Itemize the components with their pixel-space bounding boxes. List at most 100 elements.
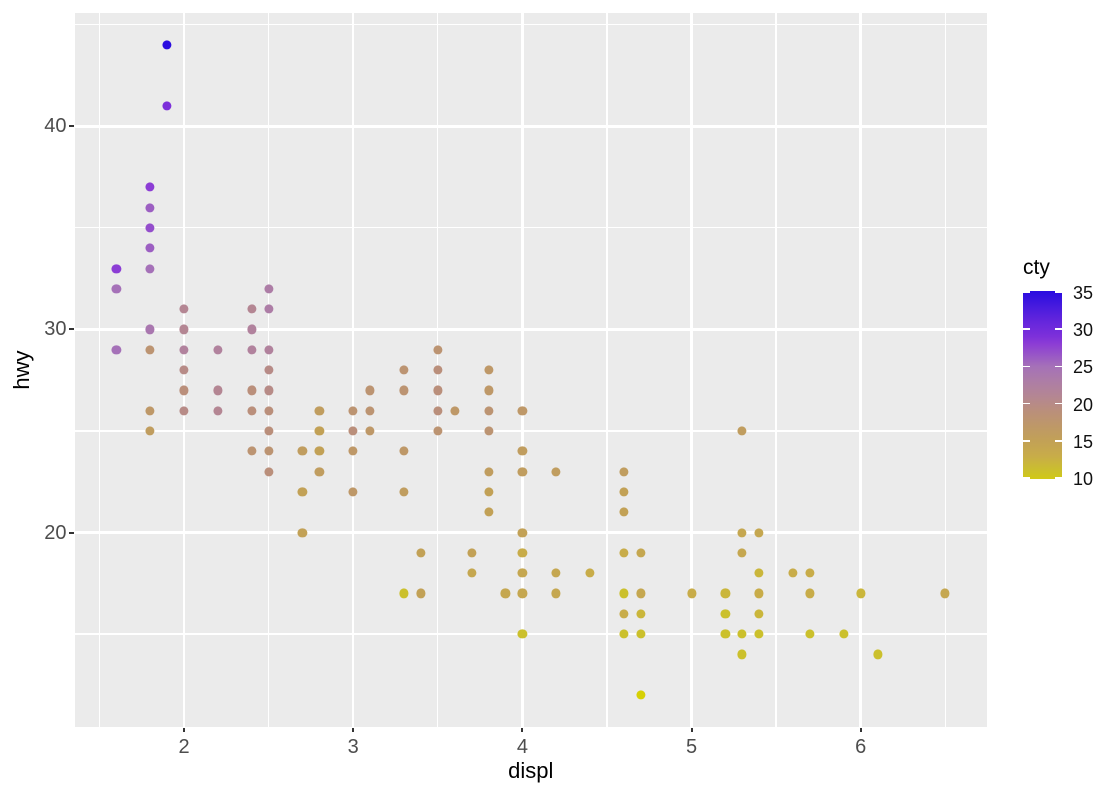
y-minor-gridline [74, 633, 987, 635]
legend-title: cty [1023, 256, 1050, 279]
data-point [720, 629, 730, 639]
data-point [348, 426, 358, 436]
data-point [720, 588, 730, 599]
data-point [619, 507, 629, 517]
y-tick-mark [69, 531, 74, 534]
data-point [264, 365, 274, 375]
data-point [145, 182, 155, 192]
data-point [517, 446, 527, 456]
data-point [145, 345, 155, 355]
legend-tick-label: 10 [1073, 469, 1094, 490]
data-point [247, 385, 257, 395]
data-point [179, 385, 189, 395]
data-point [940, 588, 950, 599]
data-point [314, 467, 324, 477]
data-point [348, 406, 358, 416]
data-point [433, 406, 443, 416]
data-point [348, 446, 358, 456]
x-tick-mark [352, 727, 355, 732]
data-point [737, 426, 747, 436]
data-point [483, 365, 494, 375]
x-tick-label: 5 [685, 735, 698, 758]
data-point [517, 548, 527, 558]
data-point [179, 345, 189, 355]
data-point [483, 487, 494, 497]
y-minor-gridline [74, 430, 987, 432]
x-tick-mark [690, 727, 693, 732]
data-point [247, 345, 257, 355]
data-point [365, 385, 375, 395]
data-point [754, 609, 764, 619]
data-point [145, 406, 155, 416]
data-point [619, 588, 629, 599]
x-tick-mark [859, 727, 862, 732]
y-major-gridline [74, 328, 987, 331]
data-point [483, 507, 494, 517]
data-point [856, 588, 866, 599]
data-point [467, 568, 477, 578]
data-point [872, 649, 883, 659]
legend-tick-mark-left [1023, 290, 1030, 293]
x-major-gridline [352, 13, 355, 727]
data-point [483, 426, 494, 436]
y-minor-gridline [74, 227, 987, 229]
legend-tick-mark-right [1055, 402, 1062, 405]
data-point [433, 426, 443, 436]
x-major-gridline [521, 13, 524, 727]
data-point [483, 385, 494, 395]
legend-tick-label: 30 [1073, 320, 1094, 341]
legend-tick-label: 25 [1073, 357, 1094, 378]
data-point [179, 365, 189, 375]
x-tick-label: 2 [178, 735, 190, 758]
y-tick-label: 30 [44, 318, 67, 341]
data-point [145, 202, 155, 213]
legend-tick-mark-left [1023, 440, 1030, 442]
x-minor-gridline [944, 13, 946, 727]
data-point [737, 548, 747, 558]
data-point [619, 629, 629, 639]
x-tick-mark [521, 727, 524, 732]
data-point [686, 588, 697, 599]
x-tick-label: 6 [855, 735, 867, 758]
y-major-gridline [74, 125, 987, 128]
data-point [399, 487, 409, 497]
legend-tick-mark-right [1055, 328, 1062, 330]
data-point [636, 609, 646, 619]
data-point [111, 263, 122, 274]
data-point [264, 385, 274, 395]
y-tick-mark [69, 125, 74, 128]
data-point [517, 629, 527, 639]
data-point [517, 467, 527, 477]
x-major-gridline [690, 13, 693, 727]
data-point [805, 588, 815, 599]
data-point [416, 588, 426, 599]
data-point [264, 345, 274, 355]
data-point [788, 568, 798, 578]
data-point [297, 446, 308, 456]
y-tick-label: 40 [44, 115, 67, 138]
data-point [754, 568, 764, 578]
data-point [399, 365, 409, 375]
data-point [399, 385, 409, 395]
x-minor-gridline [775, 13, 777, 727]
data-point [483, 406, 494, 416]
data-point [213, 406, 223, 416]
data-point [517, 568, 527, 578]
x-tick-label: 4 [516, 735, 528, 758]
data-point [314, 446, 324, 456]
legend-tick-mark-left [1023, 402, 1030, 405]
plot-panel [74, 13, 987, 727]
data-point [619, 548, 629, 558]
data-point [636, 588, 646, 599]
data-point [264, 284, 274, 294]
data-point [551, 568, 561, 578]
legend-tick-label: 35 [1073, 282, 1094, 303]
y-tick-label: 20 [44, 521, 67, 544]
data-point [619, 487, 629, 497]
y-major-gridline [74, 531, 987, 534]
data-point [433, 345, 443, 355]
x-minor-gridline [98, 13, 101, 727]
legend-tick-label: 15 [1073, 431, 1094, 452]
data-point [179, 406, 189, 416]
data-point [399, 588, 409, 599]
